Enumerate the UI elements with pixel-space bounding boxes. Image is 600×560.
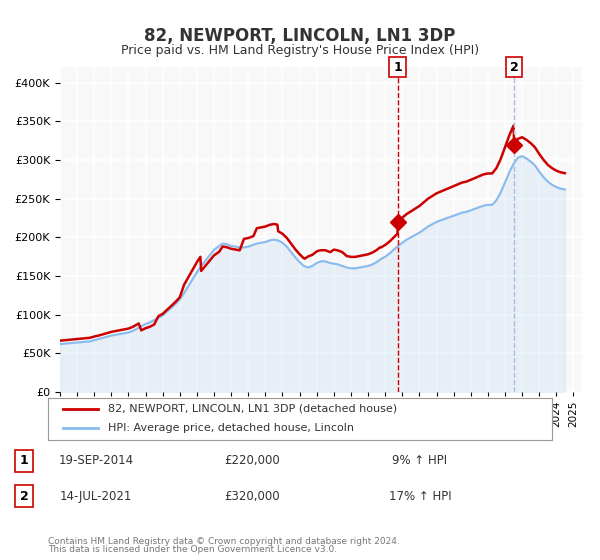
Text: 2: 2 <box>510 60 518 74</box>
Text: 1: 1 <box>393 60 402 74</box>
Text: Contains HM Land Registry data © Crown copyright and database right 2024.: Contains HM Land Registry data © Crown c… <box>48 537 400 546</box>
Text: 14-JUL-2021: 14-JUL-2021 <box>60 489 132 503</box>
Text: 82, NEWPORT, LINCOLN, LN1 3DP: 82, NEWPORT, LINCOLN, LN1 3DP <box>145 27 455 45</box>
Text: Price paid vs. HM Land Registry's House Price Index (HPI): Price paid vs. HM Land Registry's House … <box>121 44 479 57</box>
Text: £220,000: £220,000 <box>224 454 280 468</box>
Text: HPI: Average price, detached house, Lincoln: HPI: Average price, detached house, Linc… <box>109 423 355 433</box>
Text: 1: 1 <box>20 454 28 468</box>
Text: This data is licensed under the Open Government Licence v3.0.: This data is licensed under the Open Gov… <box>48 545 337 554</box>
Text: 9% ↑ HPI: 9% ↑ HPI <box>392 454 448 468</box>
Text: 17% ↑ HPI: 17% ↑ HPI <box>389 489 451 503</box>
Text: 2: 2 <box>20 489 28 503</box>
Text: 82, NEWPORT, LINCOLN, LN1 3DP (detached house): 82, NEWPORT, LINCOLN, LN1 3DP (detached … <box>109 404 398 414</box>
Text: £320,000: £320,000 <box>224 489 280 503</box>
Text: 19-SEP-2014: 19-SEP-2014 <box>58 454 134 468</box>
